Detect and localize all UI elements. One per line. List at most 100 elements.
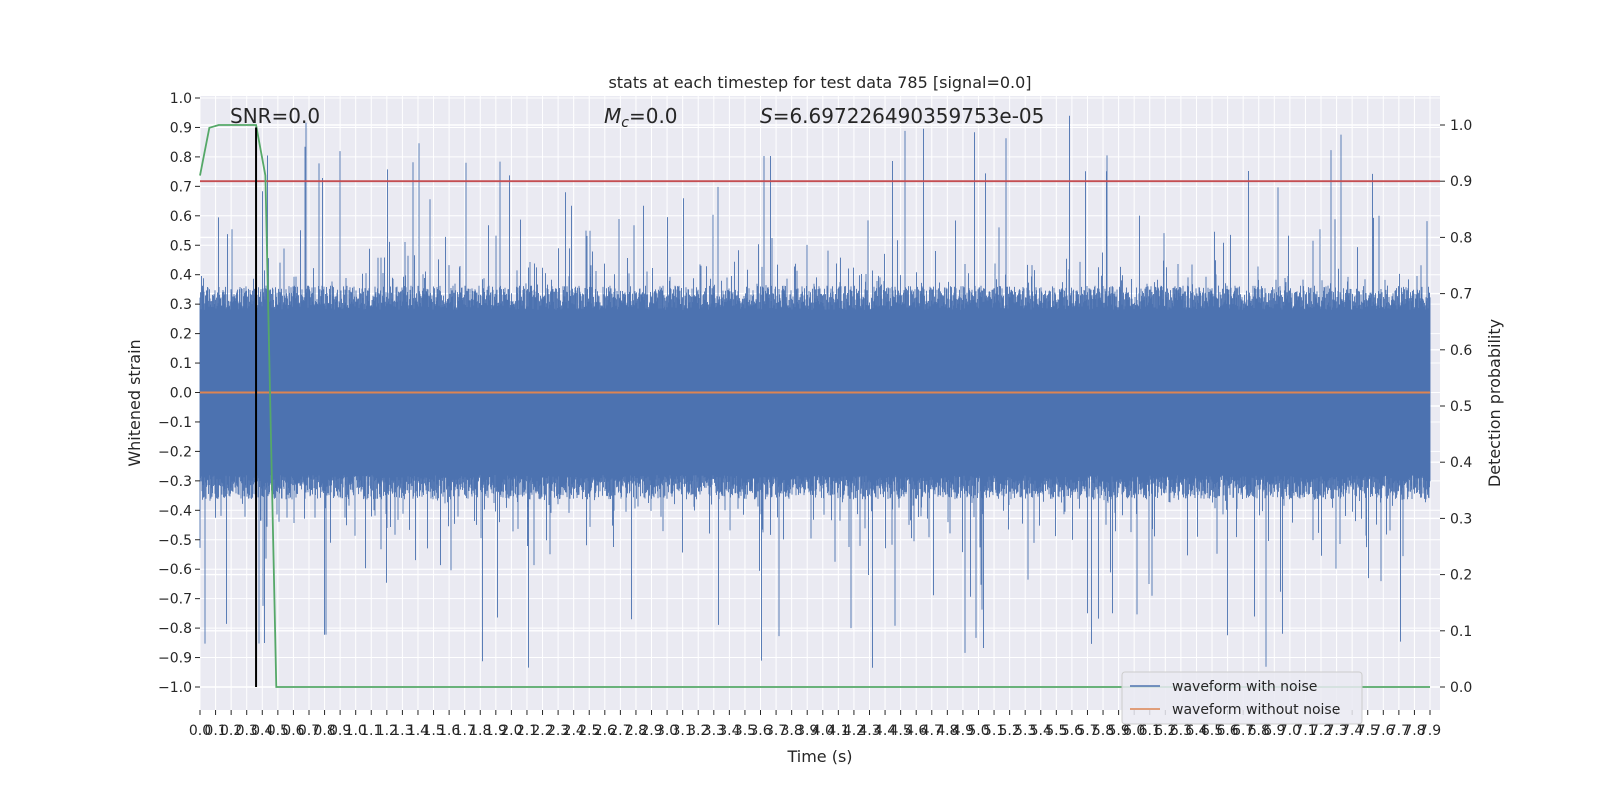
x-tick-label: 7.9 — [1419, 723, 1441, 739]
y2-tick-label: 0.4 — [1450, 455, 1472, 471]
x-tick-label: 0.3 — [236, 723, 258, 739]
x-tick-label: 7.2 — [1310, 723, 1332, 739]
x-tick-label: 1.0 — [345, 723, 367, 739]
x-tick-label: 2.3 — [547, 723, 569, 739]
x-tick-label: 7.3 — [1325, 723, 1347, 739]
x-tick-label: 4.9 — [952, 723, 974, 739]
y-tick-label: 0.6 — [170, 209, 192, 225]
x-tick-label: 4.1 — [827, 723, 849, 739]
x-tick-label: 0.2 — [220, 723, 242, 739]
y2-axis-ticks: 1.0 0.9 0.8 0.7 0.6 0.5 0.4 0.3 0.2 0.1 0.0 — [1440, 118, 1472, 696]
y-tick-label: −0.5 — [158, 533, 192, 549]
x-tick-label: 2.8 — [625, 723, 647, 739]
x-tick-label: 5.5 — [1045, 723, 1067, 739]
x-tick-label: 0.5 — [267, 723, 289, 739]
legend-label-with-noise: waveform with noise — [1172, 679, 1317, 695]
x-tick-label: 4.7 — [921, 723, 943, 739]
y2-tick-label: 1.0 — [1450, 118, 1472, 134]
x-tick-label: 6.9 — [1263, 723, 1285, 739]
x-tick-label: 1.1 — [360, 723, 382, 739]
x-tick-label: 7.4 — [1341, 723, 1363, 739]
x-tick-label: 3.9 — [796, 723, 818, 739]
x-axis-label: Time (s) — [786, 747, 852, 766]
x-tick-label: 5.1 — [983, 723, 1005, 739]
x-tick-label: 4.5 — [890, 723, 912, 739]
y2-tick-label: 0.5 — [1450, 399, 1472, 415]
x-tick-label: 1.2 — [376, 723, 398, 739]
legend-box — [1121, 671, 1363, 725]
x-tick-label: 3.6 — [749, 723, 771, 739]
x-tick-label: 3.2 — [687, 723, 709, 739]
detection-probability-line — [199, 124, 1430, 688]
x-tick-label: 5.4 — [1030, 723, 1052, 739]
y-axis-ticks: 1.0 0.9 0.8 0.7 0.6 0.5 0.4 0.3 0.2 0.1 0.0 −0.1 −0.… — [158, 91, 200, 696]
y-tick-label: −0.3 — [158, 474, 192, 490]
x-tick-label: 4.0 — [812, 723, 834, 739]
y2-axis-label: Detection probability — [1485, 319, 1504, 487]
x-tick-label: 3.8 — [781, 723, 803, 739]
x-tick-label: 2.5 — [578, 723, 600, 739]
mc-symbol: M — [604, 104, 621, 128]
y-tick-label: 0.1 — [170, 356, 192, 372]
x-tick-label: 1.6 — [438, 723, 460, 739]
x-tick-label: 7.0 — [1279, 723, 1301, 739]
y2-tick-label: 0.2 — [1450, 568, 1472, 584]
s-value: =6.697226490359753e-05 — [773, 104, 1045, 128]
y-tick-label: 0.8 — [170, 150, 192, 166]
x-tick-label: 6.4 — [1185, 723, 1207, 739]
x-tick-label: 0.1 — [204, 723, 226, 739]
x-tick-label: 4.3 — [858, 723, 880, 739]
y-tick-label: 1.0 — [170, 91, 192, 107]
x-tick-label: 7.1 — [1294, 723, 1316, 739]
y2-tick-label: 0.9 — [1450, 174, 1472, 190]
legend: waveform with noise waveform without noi… — [1121, 671, 1363, 725]
y2-tick-label: 0.7 — [1450, 287, 1472, 303]
x-tick-label: 6.6 — [1216, 723, 1238, 739]
s-symbol: S — [760, 104, 773, 128]
x-tick-label: 2.1 — [516, 723, 538, 739]
y-tick-label: 0.9 — [170, 120, 192, 136]
y2-tick-label: 0.0 — [1450, 680, 1472, 696]
x-tick-label: 2.9 — [640, 723, 662, 739]
x-tick-label: 3.7 — [765, 723, 787, 739]
x-tick-label: 2.7 — [609, 723, 631, 739]
x-tick-label: 1.7 — [454, 723, 476, 739]
s-annotation: S=6.697226490359753e-05 — [760, 104, 1044, 128]
x-tick-label: 7.8 — [1403, 723, 1425, 739]
x-tick-label: 5.7 — [1076, 723, 1098, 739]
x-tick-label: 7.7 — [1388, 723, 1410, 739]
y-tick-label: −1.0 — [158, 680, 192, 696]
y-tick-label: 0.7 — [170, 179, 192, 195]
y-tick-label: −0.1 — [158, 415, 192, 431]
x-tick-label: 0.8 — [313, 723, 335, 739]
x-tick-label: 2.2 — [531, 723, 553, 739]
x-tick-label: 0.0 — [189, 723, 211, 739]
x-tick-label: 7.6 — [1372, 723, 1394, 739]
y2-tick-label: 0.3 — [1450, 511, 1472, 527]
x-tick-label: 1.8 — [469, 723, 491, 739]
x-tick-label: 3.1 — [672, 723, 694, 739]
y-tick-label: 0.4 — [170, 268, 192, 284]
x-tick-label: 4.2 — [843, 723, 865, 739]
x-tick-label: 1.5 — [422, 723, 444, 739]
mc-subscript: c — [621, 115, 629, 131]
x-tick-label: 4.4 — [874, 723, 896, 739]
y-tick-label: 0.0 — [170, 386, 192, 402]
x-tick-label: 0.4 — [251, 723, 273, 739]
y-tick-label: −0.9 — [158, 651, 192, 667]
x-tick-label: 0.7 — [298, 723, 320, 739]
x-tick-label: 6.8 — [1248, 723, 1270, 739]
snr-annotation: SNR=0.0 — [230, 104, 320, 128]
x-tick-label: 6.0 — [1123, 723, 1145, 739]
x-tick-label: 6.5 — [1201, 723, 1223, 739]
x-tick-label: 3.3 — [703, 723, 725, 739]
x-tick-label: 4.8 — [936, 723, 958, 739]
y-tick-label: 0.5 — [170, 238, 192, 254]
y-axis-label: Whitened strain — [125, 339, 144, 466]
y2-tick-label: 0.8 — [1450, 230, 1472, 246]
y-tick-label: 0.3 — [170, 297, 192, 313]
x-tick-label: 3.4 — [718, 723, 740, 739]
mc-annotation: Mc=0.0 — [604, 104, 678, 131]
x-tick-label: 7.5 — [1357, 723, 1379, 739]
y2-tick-label: 0.1 — [1450, 624, 1472, 640]
